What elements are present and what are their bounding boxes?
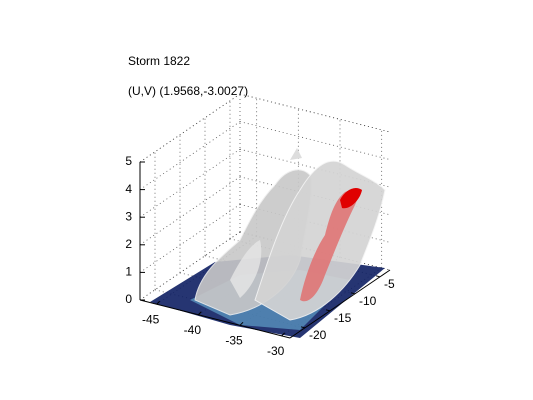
grid-line bbox=[139, 148, 241, 218]
isosurface-core bbox=[340, 188, 362, 209]
z-tick-label: 1 bbox=[125, 265, 132, 279]
z-tick-label: 2 bbox=[125, 237, 132, 251]
z-tick-label: 0 bbox=[125, 292, 132, 306]
y-tick-label: -20 bbox=[309, 328, 327, 342]
isosurface bbox=[230, 240, 262, 298]
chart-title: Storm 1822 bbox=[128, 54, 190, 68]
x-tick-label: -45 bbox=[142, 312, 160, 326]
tick-mark bbox=[350, 292, 356, 295]
z-tick-label: 4 bbox=[125, 182, 132, 196]
grid-line bbox=[139, 121, 241, 190]
axis-line bbox=[289, 269, 391, 339]
grid-line bbox=[139, 204, 241, 273]
y-tick-label: -10 bbox=[359, 294, 377, 308]
grid-line bbox=[139, 176, 241, 246]
isosurface bbox=[290, 148, 302, 160]
isosurface-core bbox=[300, 190, 357, 302]
y-tick-label: -5 bbox=[384, 277, 395, 291]
grid-line bbox=[139, 231, 241, 301]
grid-line bbox=[239, 231, 391, 271]
tick-mark bbox=[239, 321, 244, 326]
tick-mark bbox=[300, 326, 306, 329]
tick-mark bbox=[156, 300, 161, 305]
tick-mark bbox=[325, 309, 331, 312]
x-tick-label: -35 bbox=[225, 334, 243, 348]
chart-subtitle: (U,V) (1.9568,-3.0027) bbox=[128, 84, 248, 98]
x-tick-label: -40 bbox=[184, 323, 202, 337]
axis-line bbox=[139, 299, 291, 339]
tick-mark bbox=[375, 275, 381, 278]
grid-line bbox=[139, 93, 241, 163]
tick-mark bbox=[281, 332, 286, 337]
grid-line bbox=[239, 93, 391, 133]
tick-labels: 0 1 2 3 4 5 -45 -40 -35 -30 -20 -15 -10 -5 bbox=[125, 154, 395, 358]
grid-line bbox=[239, 121, 391, 160]
y-tick-label: -15 bbox=[334, 311, 352, 325]
z-tick-label: 5 bbox=[125, 154, 132, 168]
z-tick-label: 3 bbox=[125, 209, 132, 223]
x-tick-label: -30 bbox=[267, 344, 285, 358]
tick-mark bbox=[197, 311, 202, 316]
